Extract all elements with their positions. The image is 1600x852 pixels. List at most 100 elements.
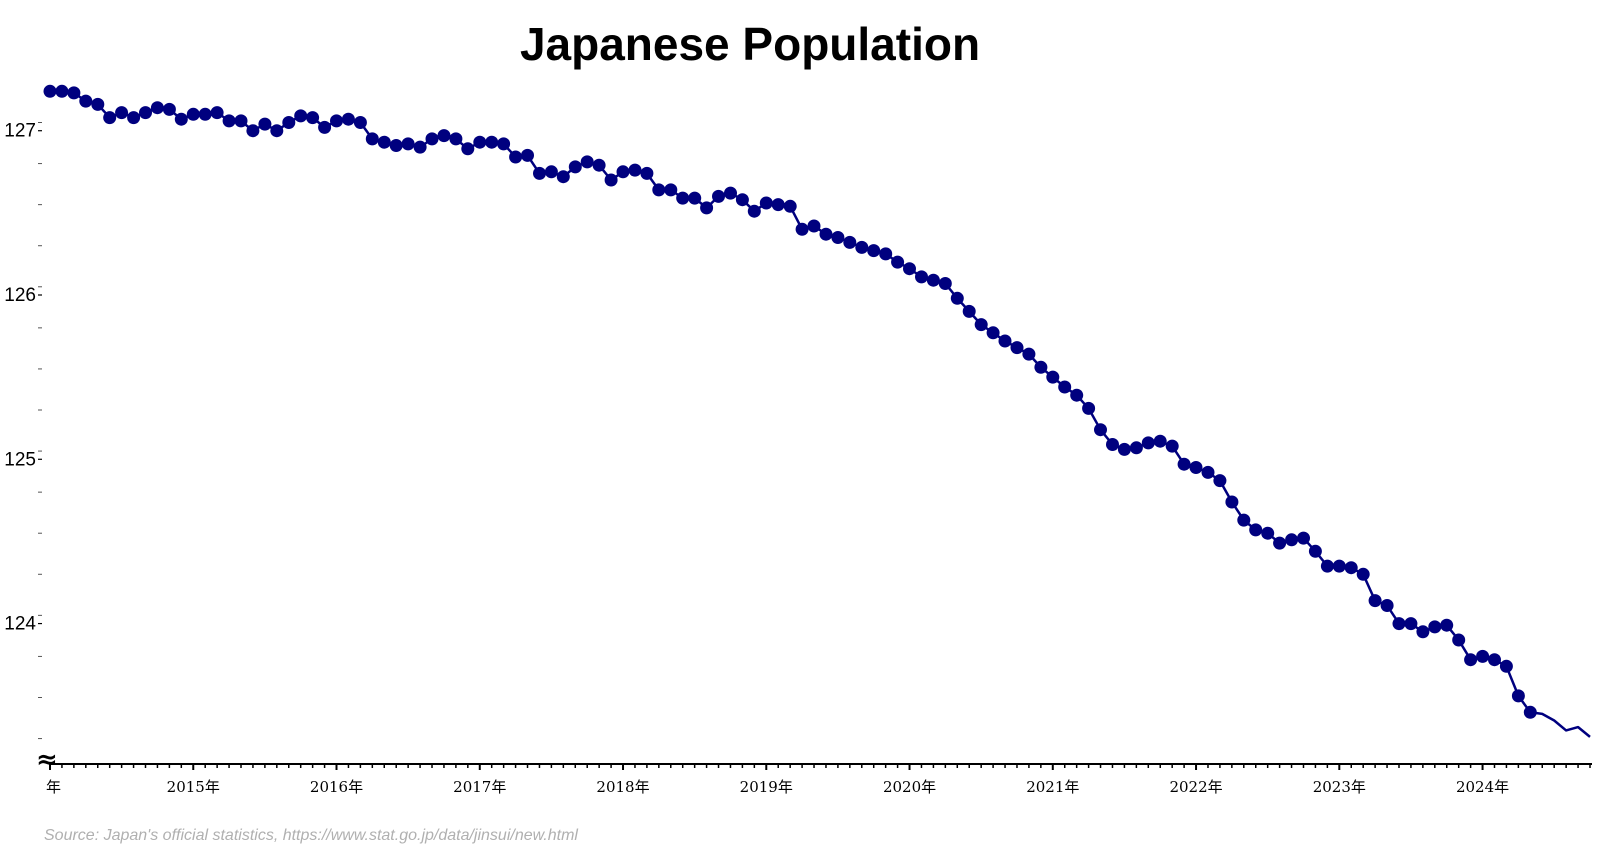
data-point: [43, 84, 57, 98]
data-point: [258, 117, 272, 131]
data-point: [724, 186, 737, 200]
data-point: [413, 140, 427, 154]
data-point: [1440, 618, 1454, 632]
data-point: [353, 116, 367, 129]
data-point: [867, 244, 881, 258]
data-point: [1237, 513, 1251, 527]
data-point: [855, 240, 869, 254]
y-tick-label: 124: [4, 614, 36, 635]
data-point: [1046, 370, 1060, 384]
data-point: [425, 132, 439, 146]
data-point: [1308, 544, 1322, 558]
data-point: [485, 135, 499, 149]
x-tick-label: 2017年: [453, 778, 506, 796]
data-point: [700, 201, 714, 215]
data-point: [903, 262, 916, 276]
data-point: [103, 111, 117, 125]
data-point: [879, 247, 893, 261]
data-point: [437, 129, 451, 143]
data-point: [67, 86, 81, 100]
data-point: [1070, 388, 1084, 402]
x-tick-label: 2019年: [740, 778, 793, 796]
y-tick-label: 125: [4, 449, 36, 470]
data-point: [1153, 434, 1167, 448]
data-point: [759, 196, 773, 210]
data-point: [998, 334, 1012, 348]
data-point: [592, 158, 606, 172]
data-point: [365, 132, 379, 146]
data-point: [1416, 625, 1430, 639]
data-point: [1476, 649, 1490, 663]
data-point: [771, 198, 785, 212]
data-point: [712, 189, 725, 203]
data-point: [1189, 461, 1203, 474]
data-point: [1201, 465, 1215, 479]
data-point: [831, 231, 845, 244]
data-point: [533, 166, 546, 180]
data-point: [1249, 523, 1263, 537]
series-line: [50, 90, 1591, 738]
data-point: [222, 114, 236, 128]
data-point: [246, 124, 260, 138]
x-tick-label: 2022年: [1169, 778, 1222, 796]
data-point: [1022, 347, 1036, 361]
data-point: [1404, 617, 1418, 631]
data-point: [174, 112, 188, 126]
data-point: [1344, 561, 1358, 575]
data-point: [79, 94, 93, 108]
data-point: [389, 139, 403, 152]
data-point: [270, 124, 284, 138]
data-point: [891, 255, 905, 269]
data-point: [150, 101, 164, 115]
data-point: [1368, 594, 1382, 608]
x-tick-label: 2020年: [883, 778, 936, 796]
data-point: [306, 111, 320, 125]
series-markers: [43, 84, 1537, 719]
data-point: [461, 142, 475, 156]
data-point: [55, 84, 69, 98]
axis-break-symbol: ≈: [36, 745, 58, 775]
data-point: [1464, 653, 1478, 667]
data-point: [807, 219, 821, 233]
data-point: [509, 150, 523, 164]
x-tick-label: 2021年: [1026, 778, 1079, 796]
y-tick-label: 127: [4, 121, 36, 142]
data-point: [628, 163, 642, 177]
data-point: [938, 277, 952, 290]
data-point: [676, 191, 690, 205]
data-point: [115, 106, 129, 120]
chart-title: Japanese Population: [520, 18, 980, 70]
data-point: [986, 326, 1000, 340]
data-point: [497, 137, 511, 151]
data-point: [843, 235, 857, 249]
data-point: [1094, 423, 1107, 437]
data-point: [1428, 620, 1442, 634]
data-point: [974, 318, 988, 332]
data-point: [950, 291, 964, 305]
data-point: [616, 165, 630, 179]
data-point: [1261, 526, 1275, 540]
data-point: [127, 111, 141, 125]
data-point: [640, 166, 654, 180]
x-tick-label: 2016年: [310, 778, 363, 796]
data-point: [186, 107, 200, 121]
data-point: [282, 116, 296, 129]
data-point: [962, 304, 976, 318]
data-point: [1034, 360, 1048, 374]
data-point: [1320, 559, 1334, 573]
data-point: [449, 132, 463, 146]
data-point: [1452, 633, 1466, 647]
y-tick-label: 126: [4, 285, 36, 306]
data-point: [1285, 533, 1299, 547]
data-point: [198, 107, 212, 121]
x-tick-label: 2023年: [1313, 778, 1366, 796]
data-point: [1106, 438, 1119, 451]
data-point: [735, 193, 749, 207]
data-point: [568, 160, 582, 174]
y-axis: 124 125 126 127: [4, 121, 42, 740]
data-point: [1499, 659, 1513, 673]
x-tick-label: 年: [46, 778, 61, 796]
data-point: [91, 97, 105, 111]
data-point: [783, 199, 797, 213]
x-tick-label: 2018年: [596, 778, 649, 796]
